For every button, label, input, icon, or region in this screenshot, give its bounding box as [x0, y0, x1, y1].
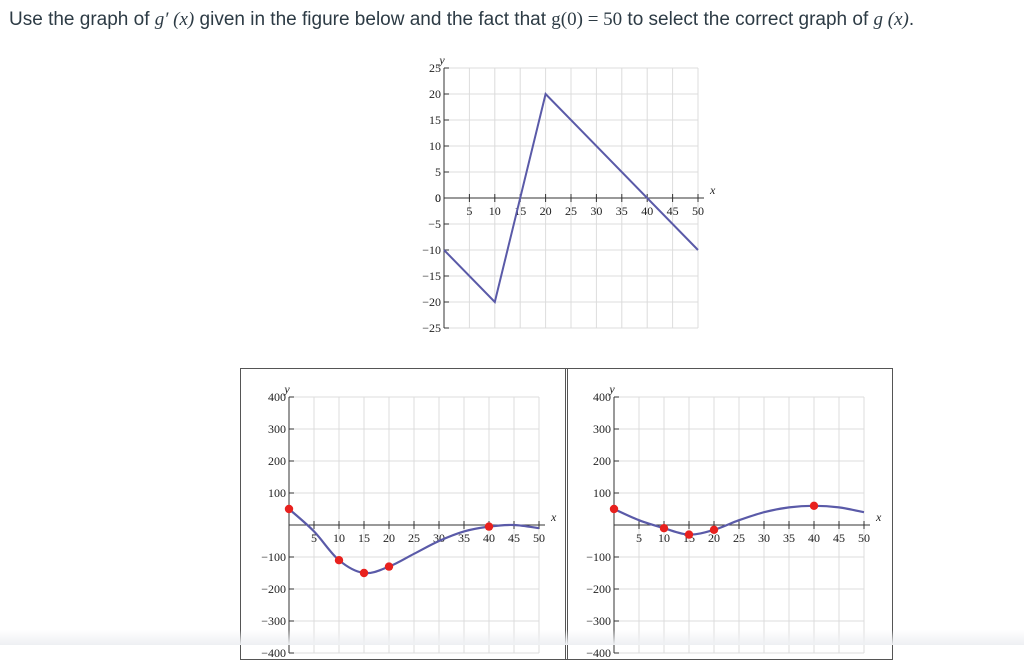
- x-tick-label: 25: [733, 531, 745, 545]
- math-eq: = 50: [582, 9, 623, 30]
- y-tick-label: −200: [586, 582, 611, 596]
- y-axis-label: y: [438, 53, 445, 67]
- x-tick-label: 10: [333, 531, 345, 545]
- data-point-marker: [684, 530, 694, 539]
- x-tick-label: 50: [533, 531, 545, 545]
- y-tick-label: −300: [261, 614, 286, 628]
- derivative-graph: −25 −20 −15 −10 −5 0 5 10 15 20 25 0 5 10 15 20 25 30 35 40…: [400, 50, 730, 340]
- scroll-fade: [0, 630, 1024, 645]
- x-tick-label: 5: [311, 531, 317, 545]
- math-g-prime: g′: [154, 9, 169, 30]
- data-point-marker: [809, 501, 819, 510]
- x-tick-label: 20: [540, 204, 552, 218]
- math-x: (x): [883, 9, 909, 30]
- question-part: to select the correct graph of: [622, 9, 874, 30]
- y-tick-label: 300: [593, 422, 611, 436]
- x-tick-label: 5: [466, 204, 472, 218]
- x-tick-label: 50: [858, 531, 870, 545]
- answer-option-a[interactable]: −400 −300 −200 −100 100 200 300 400 5 10 15 20 25 30 3…: [240, 368, 568, 660]
- x-tick-label: 45: [833, 531, 845, 545]
- x-tick-label: 35: [616, 204, 628, 218]
- data-point-marker: [359, 568, 369, 578]
- math-g: g: [873, 9, 884, 30]
- data-point-marker: [484, 522, 494, 531]
- y-tick-label: −100: [586, 550, 611, 564]
- data-point-marker: [709, 525, 719, 534]
- y-tick-label: −25: [422, 321, 441, 335]
- y-tick-label: 100: [268, 486, 286, 500]
- y-tick-label: −15: [422, 269, 441, 283]
- x-tick-label: 20: [383, 531, 395, 545]
- y-axis-label: y: [283, 382, 290, 396]
- x-tick-label: 40: [483, 531, 495, 545]
- x-tick-label: 30: [590, 204, 602, 218]
- x-tick-label: 20: [708, 531, 720, 545]
- x-tick-label: 45: [667, 204, 679, 218]
- series-line: [613, 504, 865, 536]
- x-tick-label: 15: [358, 531, 370, 545]
- x-axis-label: x: [875, 510, 882, 524]
- y-axis-label: y: [608, 382, 615, 396]
- y-tick-label: 0: [435, 191, 441, 205]
- y-tick-label: 15: [429, 113, 441, 127]
- x-axis-label: x: [709, 183, 716, 197]
- data-point-marker: [659, 524, 669, 533]
- series-line: [288, 508, 540, 575]
- x-tick-label: 40: [641, 204, 653, 218]
- answer-option-b[interactable]: −400−300−200−100100200300400510152025303…: [565, 368, 893, 660]
- y-tick-label: 200: [593, 454, 611, 468]
- y-tick-label: 20: [429, 87, 441, 101]
- y-tick-label: −10: [422, 243, 441, 257]
- data-point-marker: [384, 562, 394, 571]
- data-point-marker: [334, 556, 344, 565]
- y-tick-label: −20: [422, 295, 441, 309]
- y-tick-label: 200: [268, 454, 286, 468]
- y-tick-label: 400: [268, 390, 286, 404]
- question-text: Use the graph of g′ (x) given in the fig…: [9, 9, 914, 31]
- x-tick-label: 25: [565, 204, 577, 218]
- x-axis-label: x: [550, 510, 557, 524]
- series-line: [443, 92, 699, 304]
- y-tick-label: 400: [593, 390, 611, 404]
- x-tick-label: 45: [508, 531, 520, 545]
- x-tick-label: 25: [408, 531, 420, 545]
- option-b-graph-svg: −400−300−200−100100200300400510152025303…: [586, 382, 882, 660]
- question-part: Use the graph of: [9, 9, 155, 30]
- y-tick-label: −300: [586, 614, 611, 628]
- y-tick-label: −400: [261, 646, 286, 659]
- y-tick-label: 300: [268, 422, 286, 436]
- x-tick-label: 10: [489, 204, 501, 218]
- x-tick-label: 35: [783, 531, 795, 545]
- y-tick-label: 0: [435, 191, 441, 205]
- y-tick-label: −200: [261, 582, 286, 596]
- y-tick-label: 5: [435, 165, 441, 179]
- y-tick-label: −100: [261, 550, 286, 564]
- y-tick-label: −400: [586, 646, 611, 659]
- y-tick-label: 100: [593, 486, 611, 500]
- math-x: (x): [168, 9, 195, 30]
- math-g0: g(0): [551, 9, 583, 30]
- data-point-marker: [609, 504, 619, 514]
- y-tick-label: 25: [429, 61, 441, 75]
- x-tick-label: 35: [458, 531, 470, 545]
- y-tick-label: −5: [428, 217, 441, 231]
- x-tick-label: 50: [692, 204, 704, 218]
- x-tick-label: 30: [758, 531, 770, 545]
- x-tick-label: 10: [658, 531, 670, 545]
- data-point-marker: [284, 504, 294, 514]
- x-tick-label: 5: [636, 531, 642, 545]
- question-part: given in the figure below and the fact t…: [194, 9, 552, 30]
- question-end: .: [908, 9, 915, 30]
- x-tick-label: 40: [808, 531, 820, 545]
- y-tick-label: 10: [429, 139, 441, 153]
